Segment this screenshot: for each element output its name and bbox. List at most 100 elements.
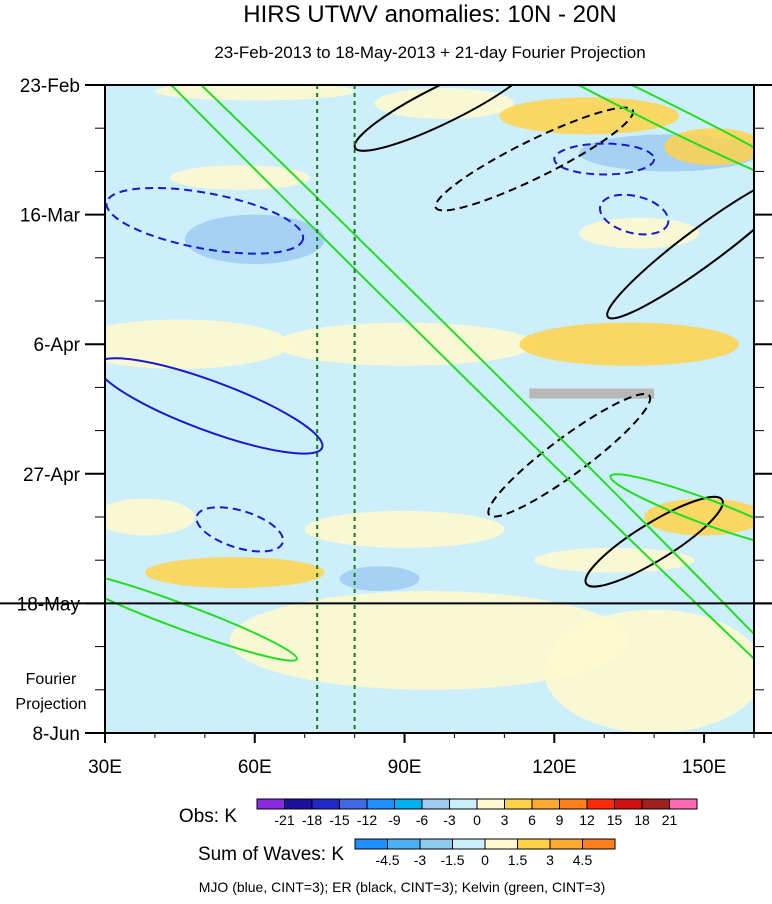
anomaly-patch	[564, 412, 745, 450]
chart-subtitle: 23-Feb-2013 to 18-May-2013 + 21-day Four…	[214, 43, 645, 62]
mjo-contour	[105, 357, 324, 455]
y-tick-label: 27-Apr	[23, 465, 81, 486]
reference-lines	[316, 85, 356, 733]
anomaly-patch	[374, 88, 515, 119]
filled-anomalies	[105, 85, 754, 733]
mjo-contour	[553, 142, 656, 176]
colorbar-box	[517, 838, 551, 850]
colorbar-tick-label: -6	[416, 812, 429, 828]
kelvin-contour	[105, 85, 754, 733]
colorbar-box	[387, 838, 421, 850]
colorbar-box	[449, 798, 478, 810]
er-contour	[353, 85, 536, 152]
missing-data	[529, 388, 655, 399]
er-contour	[434, 106, 635, 212]
y-tick-label: 23-Feb	[20, 76, 80, 97]
colorbar-tick-label: 1.5	[508, 852, 528, 868]
x-tick-label: 30E	[88, 757, 122, 778]
colorbar-box	[452, 838, 486, 850]
anomaly-patch	[114, 115, 295, 141]
colorbar-tick-label: 18	[634, 812, 650, 828]
er-contour	[606, 171, 754, 320]
colorbar-tick-label: 3	[501, 812, 509, 828]
colorbar-box	[504, 798, 533, 810]
wave-contours	[105, 85, 754, 733]
colorbar-tick-label: 0	[481, 852, 489, 868]
anomaly-patch	[105, 319, 290, 369]
er-contour	[584, 495, 724, 588]
colorbar-box	[256, 798, 285, 810]
anomaly-patch	[664, 128, 754, 166]
colorbar-tick-label: -4.5	[375, 852, 399, 868]
colorbar-tick-label: -1.5	[440, 852, 464, 868]
obs-colorbar: Obs: K -21 -18 -15 -12 -9 -6 -3 0 3 6 9 12 15 18 21	[179, 798, 698, 828]
anomaly-patch	[579, 217, 700, 249]
colorbar-box	[559, 798, 588, 810]
colorbar-box	[614, 798, 643, 810]
colorbar-box	[582, 838, 616, 850]
colorbar-box	[531, 798, 560, 810]
projection-label-line1: Fourier	[26, 671, 77, 688]
waves-colorbar: Sum of Waves: K -4.5 -3 -1.5 0 1.5 3 4.5	[198, 838, 616, 868]
x-tick-label: 120E	[532, 757, 576, 778]
colorbar-box	[669, 798, 698, 810]
colorbar-box	[284, 798, 313, 810]
waves-colorbar-label: Sum of Waves: K	[198, 844, 344, 865]
plot-area	[0, 84, 772, 734]
anomaly-patch	[644, 498, 754, 536]
anomaly-patch	[105, 183, 225, 221]
plot-frame	[104, 84, 755, 734]
colorbar-tick-label: 0	[473, 812, 481, 828]
mjo-contour	[598, 193, 670, 236]
anomaly-patch	[105, 498, 195, 536]
colorbar-tick-label: -3	[414, 852, 427, 868]
colorbar-tick-label: 9	[556, 812, 564, 828]
colorbar-tick-label: 6	[528, 812, 536, 828]
anomaly-patch	[544, 609, 754, 733]
colorbar-box	[366, 798, 395, 810]
colorbar-box	[311, 798, 340, 810]
anomaly-patch	[519, 322, 740, 366]
x-tick-label: 90E	[388, 757, 422, 778]
y-tick-label: 18-May	[17, 594, 81, 615]
missing-data-patch	[529, 388, 655, 399]
anomaly-patch	[169, 165, 310, 190]
colorbar-tick-label: -18	[302, 812, 322, 828]
y-tick-label: 16-Mar	[20, 206, 81, 227]
colorbar-tick-label: 4.5	[573, 852, 593, 868]
colorbar-tick-label: -12	[357, 812, 377, 828]
colorbar-box	[354, 838, 388, 850]
mjo-contour	[105, 186, 305, 255]
wave-legend: MJO (blue, CINT=3); ER (black, CINT=3); …	[199, 879, 606, 895]
anomaly-patch	[304, 510, 505, 548]
kelvin-contour	[609, 473, 754, 549]
colorbar-tick-label: 3	[546, 852, 554, 868]
anomaly-patch	[144, 557, 325, 588]
anomaly-patch	[534, 547, 695, 573]
y-tick-label: 6-Apr	[34, 335, 81, 356]
colorbar-tick-label: -21	[274, 812, 294, 828]
colorbar-box	[549, 838, 583, 850]
colorbar-box	[586, 798, 615, 810]
y-axis: 23-Feb 16-Mar 6-Apr 27-Apr 18-May 8-Jun	[17, 76, 772, 745]
anomaly-patch	[184, 214, 325, 264]
obs-colorbar-label: Obs: K	[179, 806, 237, 827]
colorbar-tick-label: 21	[662, 812, 678, 828]
x-tick-label: 150E	[682, 757, 726, 778]
colorbar-box	[484, 838, 518, 850]
colorbar-tick-label: 15	[607, 812, 623, 828]
kelvin-contour	[474, 85, 754, 200]
anomaly-patch	[274, 322, 535, 366]
x-tick-label: 60E	[238, 757, 272, 778]
colorbar-box	[419, 838, 453, 850]
colorbar-tick-label: -9	[388, 812, 401, 828]
colorbar-box	[339, 798, 368, 810]
er-contour	[487, 392, 652, 518]
colorbar-box	[476, 798, 505, 810]
chart-title: HIRS UTWV anomalies: 10N - 20N	[243, 1, 616, 28]
y-tick-label: 8-Jun	[32, 724, 80, 745]
mjo-contour	[195, 506, 285, 553]
x-axis: 30E 60E 90E 120E 150E	[88, 733, 755, 778]
